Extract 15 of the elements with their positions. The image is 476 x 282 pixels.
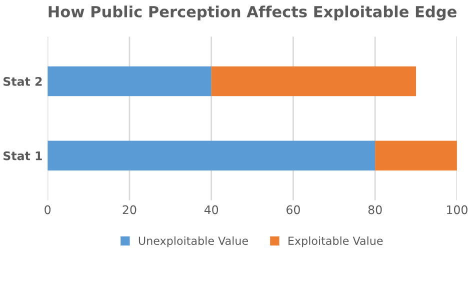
- x-tick-label: 40: [204, 205, 218, 214]
- x-tick-label: 60: [286, 205, 300, 214]
- x-tick-label: 100: [446, 205, 468, 214]
- x-tick-label: 0: [44, 205, 51, 214]
- legend-label: Exploitable Value: [288, 236, 383, 248]
- x-tick-label: 20: [122, 205, 136, 214]
- bar: [211, 66, 416, 96]
- bar: [48, 66, 212, 96]
- bar: [375, 140, 457, 170]
- bar: [48, 140, 376, 170]
- y-tick-label: Stat 1: [4, 151, 42, 160]
- legend-label: Unexploitable Value: [138, 236, 248, 248]
- chart-title: How Public Perception Affects Exploitable Edge: [48, 6, 456, 21]
- y-tick-label: Stat 2: [4, 76, 42, 86]
- x-tick-label: 80: [368, 205, 382, 214]
